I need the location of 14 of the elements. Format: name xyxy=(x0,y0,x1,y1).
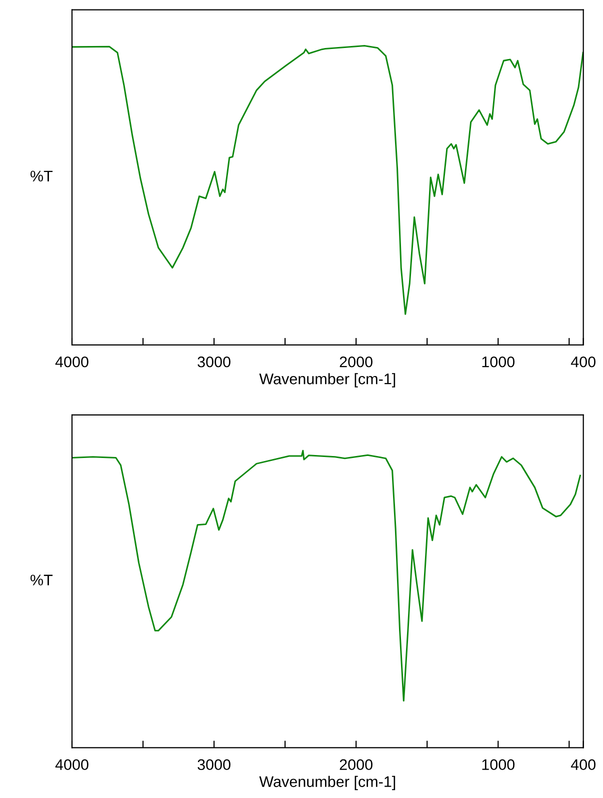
x-tick-label: 1000 xyxy=(482,759,515,770)
x-tick-label: 3000 xyxy=(198,759,230,770)
y-axis-title: %T xyxy=(30,170,53,182)
x-tick-label: 2000 xyxy=(340,759,372,770)
x-tick-label: 400 xyxy=(570,356,596,368)
y-axis-title: %T xyxy=(30,574,53,586)
x-tick-label: 1000 xyxy=(482,356,515,368)
x-tick-label: 4000 xyxy=(55,759,88,770)
x-tick-label: 400 xyxy=(570,759,596,770)
x-axis-title: Wavenumber [cm-1] xyxy=(259,373,396,388)
x-axis-title: Wavenumber [cm-1] xyxy=(259,776,396,790)
x-tick-label: 4000 xyxy=(55,356,88,368)
x-tick-label: 2000 xyxy=(340,356,372,368)
x-tick-label: 3000 xyxy=(198,356,230,368)
